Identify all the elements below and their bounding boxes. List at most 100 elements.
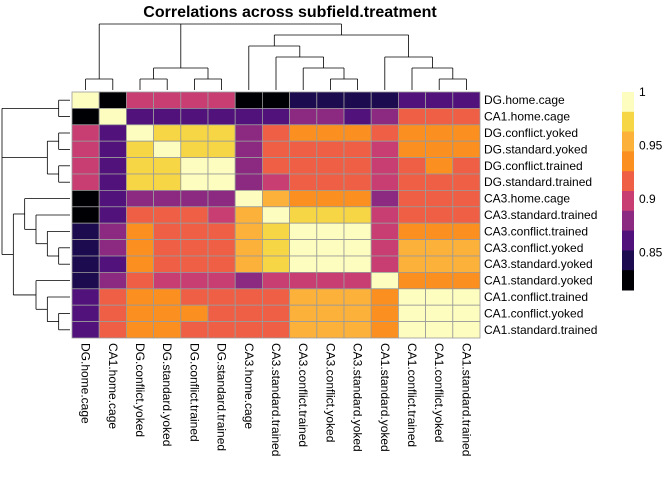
heatmap-cell bbox=[234, 140, 263, 158]
heatmap-cell bbox=[180, 271, 209, 290]
legend-tick-label: 1 bbox=[639, 85, 646, 99]
heatmap-cell bbox=[71, 239, 100, 257]
heatmap-cell bbox=[370, 304, 399, 323]
color-legend: 1 0.95 0.9 0.85 bbox=[622, 85, 663, 291]
heatmap-cell bbox=[343, 140, 372, 158]
heatmap-cell bbox=[234, 304, 263, 323]
heatmap-cell bbox=[126, 108, 155, 126]
heatmap-cell bbox=[180, 222, 209, 240]
heatmap-cell bbox=[316, 189, 345, 208]
heatmap-cell bbox=[207, 304, 236, 323]
heatmap-cell bbox=[234, 206, 263, 224]
heatmap-cell bbox=[452, 222, 481, 240]
heatmap-cell bbox=[343, 108, 372, 126]
heatmap-cell bbox=[425, 321, 454, 339]
heatmap-cell bbox=[343, 239, 372, 257]
heatmap-cell bbox=[180, 157, 209, 175]
heatmap-cell bbox=[153, 288, 182, 306]
heatmap-cell bbox=[316, 124, 345, 142]
heatmap-cell bbox=[397, 124, 426, 142]
heatmap-cell bbox=[153, 91, 182, 109]
heatmap-cell bbox=[180, 288, 209, 306]
heatmap-cell bbox=[316, 108, 345, 126]
heatmap-cell bbox=[261, 239, 290, 257]
heatmap-cell bbox=[153, 304, 182, 323]
heatmap-cell bbox=[261, 140, 290, 158]
column-label: CA1.conflict.yoked bbox=[432, 343, 446, 442]
heatmap-cell bbox=[207, 321, 236, 339]
heatmap-cell bbox=[180, 321, 209, 339]
heatmap-cell bbox=[425, 255, 454, 273]
heatmap-cell bbox=[343, 222, 372, 240]
heatmap-cell bbox=[370, 189, 399, 208]
heatmap-cell bbox=[425, 124, 454, 142]
heatmap-cell bbox=[261, 124, 290, 142]
heatmap-cell bbox=[452, 206, 481, 224]
heatmap-cell bbox=[71, 271, 100, 290]
row-label: CA1.conflict.trained bbox=[484, 290, 588, 304]
heatmap-cell bbox=[289, 288, 318, 306]
heatmap-cell bbox=[207, 239, 236, 257]
heatmap-cell bbox=[261, 271, 290, 290]
column-label: DG.conflict.trained bbox=[187, 343, 201, 442]
row-label: DG.standard.trained bbox=[484, 175, 592, 189]
heatmap-cell bbox=[370, 222, 399, 240]
heatmap-cell bbox=[98, 108, 127, 126]
heatmap-cell bbox=[397, 222, 426, 240]
legend-swatch bbox=[622, 131, 634, 152]
heatmap-cell bbox=[180, 108, 209, 126]
heatmap-cell bbox=[397, 321, 426, 339]
heatmap-cell bbox=[289, 124, 318, 142]
heatmap-cell bbox=[289, 321, 318, 339]
heatmap-cell bbox=[289, 222, 318, 240]
heatmap-cell bbox=[153, 140, 182, 158]
heatmap-cell bbox=[98, 140, 127, 158]
heatmap-cell bbox=[452, 304, 481, 323]
heatmap-cell bbox=[289, 140, 318, 158]
heatmap-cell bbox=[425, 108, 454, 126]
heatmap-cell bbox=[126, 91, 155, 109]
column-label: CA3.conflict.yoked bbox=[323, 343, 337, 442]
heatmap-cell bbox=[316, 271, 345, 290]
column-label: CA3.home.cage bbox=[242, 343, 256, 429]
heatmap-cell bbox=[71, 304, 100, 323]
heatmap-cell bbox=[425, 173, 454, 191]
heatmap-cell bbox=[261, 206, 290, 224]
row-label: CA1.home.cage bbox=[484, 110, 570, 124]
heatmap-cell bbox=[98, 255, 127, 273]
heatmap-cell bbox=[71, 255, 100, 273]
row-label: CA3.conflict.trained bbox=[484, 224, 588, 238]
column-label: CA1.standard.trained bbox=[459, 343, 473, 456]
row-label: DG.conflict.trained bbox=[484, 159, 583, 173]
heatmap-cell bbox=[261, 321, 290, 339]
heatmap-cell bbox=[126, 271, 155, 290]
heatmap-cell bbox=[234, 108, 263, 126]
legend-swatch bbox=[622, 230, 634, 251]
column-label: DG.home.cage bbox=[79, 343, 93, 424]
heatmap-cell bbox=[316, 288, 345, 306]
heatmap-cell bbox=[180, 189, 209, 208]
row-label: CA3.standard.trained bbox=[484, 208, 597, 222]
legend-tick-label: 0.95 bbox=[639, 139, 663, 153]
heatmap-cell bbox=[316, 206, 345, 224]
heatmap-cell bbox=[397, 140, 426, 158]
heatmap-cell bbox=[234, 189, 263, 208]
heatmap-cell bbox=[234, 173, 263, 191]
heatmap-cell bbox=[126, 206, 155, 224]
heatmap-cell bbox=[397, 173, 426, 191]
heatmap-cell bbox=[343, 321, 372, 339]
heatmap-cell bbox=[234, 288, 263, 306]
row-label: CA1.conflict.yoked bbox=[484, 306, 583, 320]
heatmap-cell bbox=[98, 206, 127, 224]
heatmap-cell bbox=[207, 255, 236, 273]
row-label: CA1.standard.trained bbox=[484, 323, 597, 337]
heatmap-cell bbox=[153, 124, 182, 142]
heatmap-cell bbox=[207, 222, 236, 240]
heatmap-cell bbox=[71, 189, 100, 208]
heatmap-cell bbox=[370, 124, 399, 142]
heatmap-cell bbox=[207, 124, 236, 142]
heatmap-cell bbox=[452, 157, 481, 175]
heatmap-cell bbox=[98, 157, 127, 175]
heatmap-cell bbox=[397, 271, 426, 290]
heatmap-cell bbox=[316, 321, 345, 339]
